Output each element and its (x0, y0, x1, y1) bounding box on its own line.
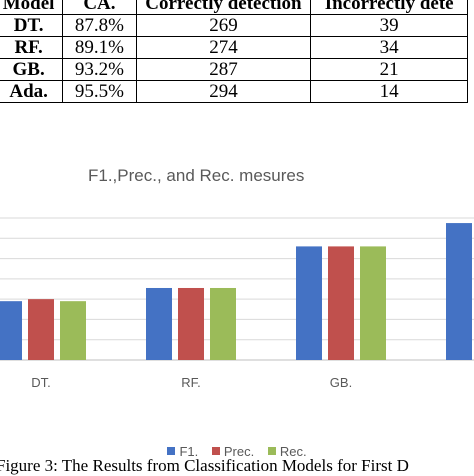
chart-legend: F1. Prec. Rec. (0, 443, 474, 459)
legend-item-prec: Prec. (211, 443, 255, 459)
x-tick-label: GB. (330, 375, 352, 390)
bar-f1-rf (146, 287, 172, 360)
legend-swatch-prec (211, 447, 220, 455)
x-tick-label: DT. (31, 375, 51, 390)
header-correct: Correctly detection (135, 0, 312, 15)
table-row: RF. 89.1% 274 34 (0, 36, 468, 59)
bar-rec-dt (60, 301, 86, 360)
legend-swatch-f1 (167, 447, 176, 455)
legend-item-f1: F1. (167, 444, 198, 459)
cell-model: RF. (0, 36, 64, 59)
cell-ca: 89.1% (62, 36, 137, 59)
legend-label-rec: Rec. (279, 443, 307, 459)
table-row: Ada. 95.5% 294 14 (0, 80, 468, 103)
cell-ca: 95.5% (62, 80, 137, 103)
bar-f1-gb (296, 246, 322, 360)
table-row: DT. 87.8% 269 39 (0, 14, 468, 37)
table-header-row: Model CA. Correctly detection Incorrectl… (0, 0, 468, 15)
results-table-region: Model CA. Correctly detection Incorrectl… (0, 0, 474, 118)
legend-item-rec: Rec. (267, 443, 307, 459)
x-tick-label: RF. (181, 375, 201, 390)
figure-caption: Figure 3: The Results from Classificatio… (0, 456, 409, 475)
cell-ca: 87.8% (62, 14, 137, 37)
legend-label-f1: F1. (179, 443, 199, 459)
cell-incorrect: 34 (310, 36, 468, 59)
cell-correct: 294 (135, 80, 312, 103)
chart-title: F1.,Prec., and Rec. mesures (88, 166, 305, 185)
legend-label-prec: Prec. (223, 443, 255, 459)
bar-f1-ada (446, 223, 472, 360)
bar-rec-rf (210, 287, 236, 360)
bar-prec-rf (178, 287, 204, 360)
bar-rec-gb (360, 246, 386, 360)
bar-prec-dt (28, 299, 54, 360)
legend-swatch-rec (267, 447, 276, 455)
bar-prec-gb (328, 246, 354, 360)
cell-ca: 93.2% (62, 58, 137, 81)
cell-model: GB. (0, 58, 64, 81)
bar-f1-dt (0, 301, 22, 360)
cell-incorrect: 14 (310, 80, 468, 103)
results-table: Model CA. Correctly detection Incorrectl… (0, 0, 468, 103)
header-model: Model (0, 0, 64, 15)
